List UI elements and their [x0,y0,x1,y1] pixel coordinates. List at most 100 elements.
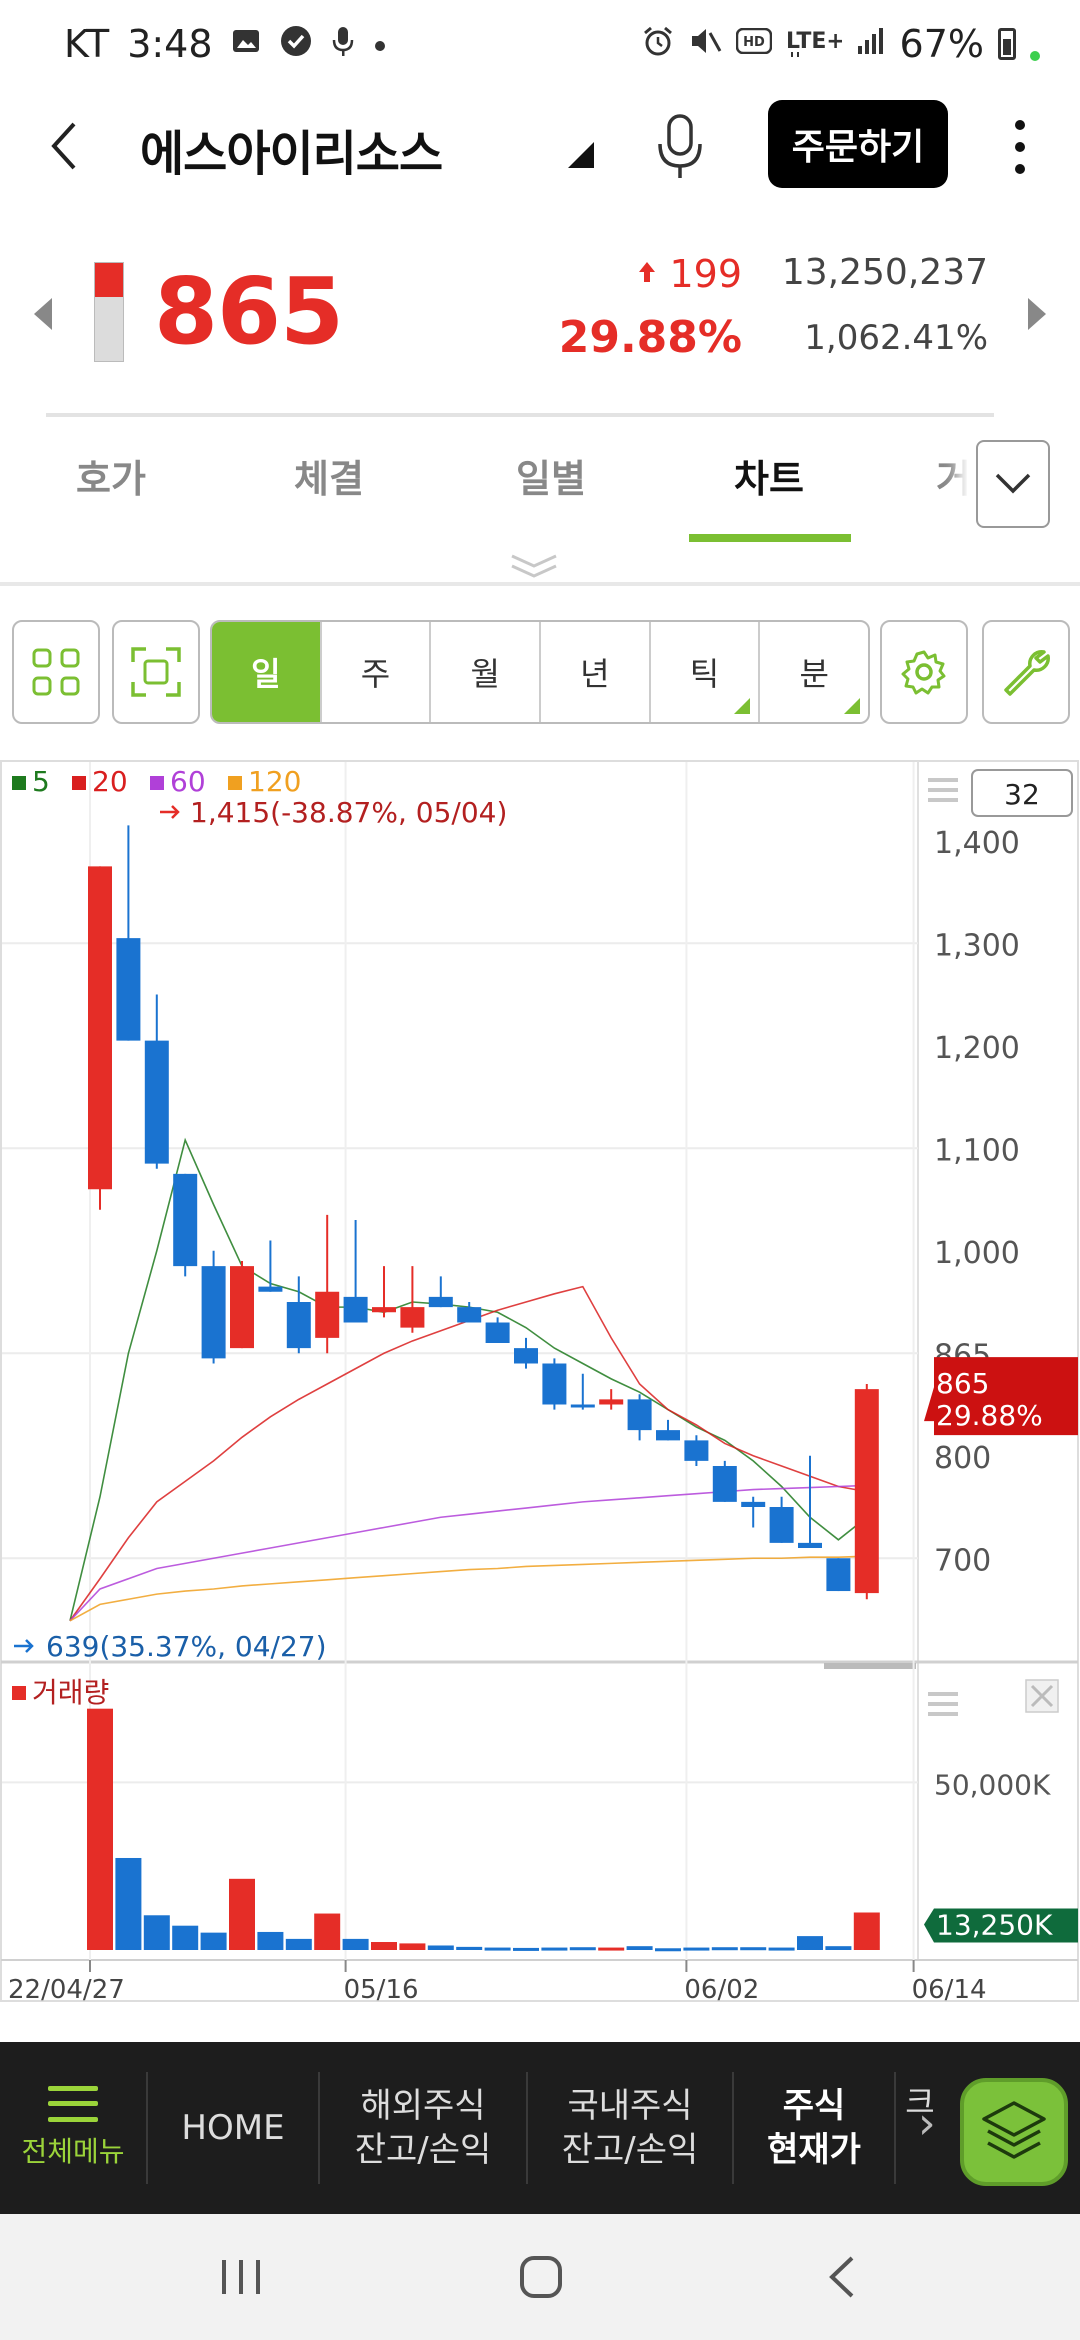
volume-bar [399,1943,426,1950]
volume-bar [825,1946,852,1950]
price-tick-label: 700 [934,1543,991,1578]
chart-tools-button[interactable] [982,620,1070,724]
stock-name[interactable]: 에스아이리소스 [140,126,443,182]
candle-body [372,1307,396,1313]
nav-domestic-balance[interactable]: 국내주식 잔고/손익 [528,2042,732,2214]
nav-next-item[interactable]: 크 [900,2042,940,2214]
candle-body [570,1404,595,1408]
prev-stock-arrow-icon[interactable] [34,298,52,330]
fullscreen-button[interactable] [112,620,200,724]
candle-body [286,1302,311,1349]
volume-bar [598,1947,625,1951]
candle-body [769,1507,794,1543]
price-change-value: 199 [669,252,742,296]
microphone-icon [667,114,693,156]
divider [0,582,1080,586]
panel-menu-icon [928,788,958,792]
legend-swatch [150,776,164,790]
home-button[interactable] [506,2244,576,2310]
nav-overseas-sublabel: 잔고/손익 [354,2130,492,2170]
volume-bar [683,1947,710,1951]
x-tick-label: 06/14 [912,1975,987,2005]
x-tick-label: 06/02 [684,1975,759,2005]
volume-bar [456,1946,483,1950]
panel-menu-icon [928,1692,958,1696]
price-tick-label: 1,400 [934,826,1020,861]
period-button-3[interactable]: 년 [541,622,651,722]
arrow-right-icon [14,1639,34,1653]
order-button[interactable]: 주문하기 [768,100,948,188]
stock-chart[interactable]: 1,400 1,300 1,200 1,100 1,000 865 800 700 5 20 60 1… [0,760,1080,2022]
volume-bar [115,1857,142,1950]
candle-body [428,1296,453,1308]
current-price-tag-label: 865 [936,1367,989,1400]
price-tick-label: 1,300 [934,928,1020,963]
volume-bar [427,1945,454,1950]
legend-label: 20 [92,765,128,798]
all-menu-button[interactable]: 전체메뉴 [0,2042,146,2214]
battery-icon [998,28,1016,60]
layers-menu-button[interactable] [960,2078,1068,2186]
candle-count-label: 32 [1004,778,1040,811]
candle-body [798,1542,822,1548]
lte-icon: LTE+ [786,24,844,64]
quote-tabs: 호가 체결 일별 차트 거 [0,430,1080,550]
legend-swatch [72,776,86,790]
volume-bar [711,1947,738,1951]
candle-body [457,1307,482,1323]
home-icon [520,2256,562,2298]
volume-bar [143,1915,170,1950]
nav-next-label: 크 [905,2083,935,2121]
layout-grid-button[interactable] [12,620,100,724]
period-button-4[interactable]: 틱 [651,622,761,722]
nav-overseas-balance[interactable]: 해외주식 잔고/손익 [320,2042,526,2214]
x-tick-label: 22/04/27 [8,1975,125,2005]
back-icon [829,2256,854,2298]
candle-body [627,1399,652,1431]
period-button-0[interactable]: 일 [212,622,322,722]
panel-menu-icon [928,1702,958,1706]
voice-search-button[interactable] [652,112,708,182]
period-button-2[interactable]: 월 [431,622,542,722]
volume-bar [853,1912,880,1950]
nav-home[interactable]: HOME [148,2042,318,2214]
tab-trades[interactable]: 체결 [294,457,364,501]
candle-body [88,866,112,1190]
chart-settings-button[interactable] [880,620,968,724]
period-button-5[interactable]: 분 [760,622,868,722]
system-back-button[interactable] [808,2244,878,2310]
svg-text:HD: HD [743,35,765,50]
tab-daily[interactable]: 일별 [516,457,586,501]
grid-icon [32,648,80,696]
layers-icon [982,2101,1046,2159]
candle-body [826,1558,851,1592]
nav-scroll-right-icon[interactable]: › [918,2098,936,2149]
stock-dropdown-icon[interactable] [568,142,594,168]
tabs-expand-button[interactable] [976,440,1050,528]
tab-more[interactable]: 거 [936,457,971,501]
panel-collapse-handle[interactable] [508,552,560,582]
recent-apps-button[interactable] [206,2244,276,2310]
hd-icon: HD [735,27,772,60]
next-stock-arrow-icon[interactable] [1028,298,1046,330]
back-button[interactable] [40,118,90,174]
more-options-icon[interactable] [1002,114,1038,180]
up-arrow-icon [637,257,657,292]
image-icon [231,26,261,62]
tab-orderbook[interactable]: 호가 [76,457,146,501]
double-chevron-down-icon [511,554,557,578]
volume-bar [200,1932,227,1950]
fullscreen-icon [131,647,181,697]
current-volume-tag [924,1908,1078,1943]
nav-home-label: HOME [181,2107,285,2148]
period-button-1[interactable]: 주 [322,622,432,722]
nav-stock-quote[interactable]: 주식 현재가 [734,2042,894,2214]
tab-chart[interactable]: 차트 [734,457,804,501]
panel-menu-icon [928,798,958,802]
legend-label: 60 [170,765,206,798]
current-price-tag [924,1357,1078,1436]
candle-body [201,1266,226,1359]
candle-body [741,1501,766,1507]
chevron-down-icon [995,473,1031,494]
